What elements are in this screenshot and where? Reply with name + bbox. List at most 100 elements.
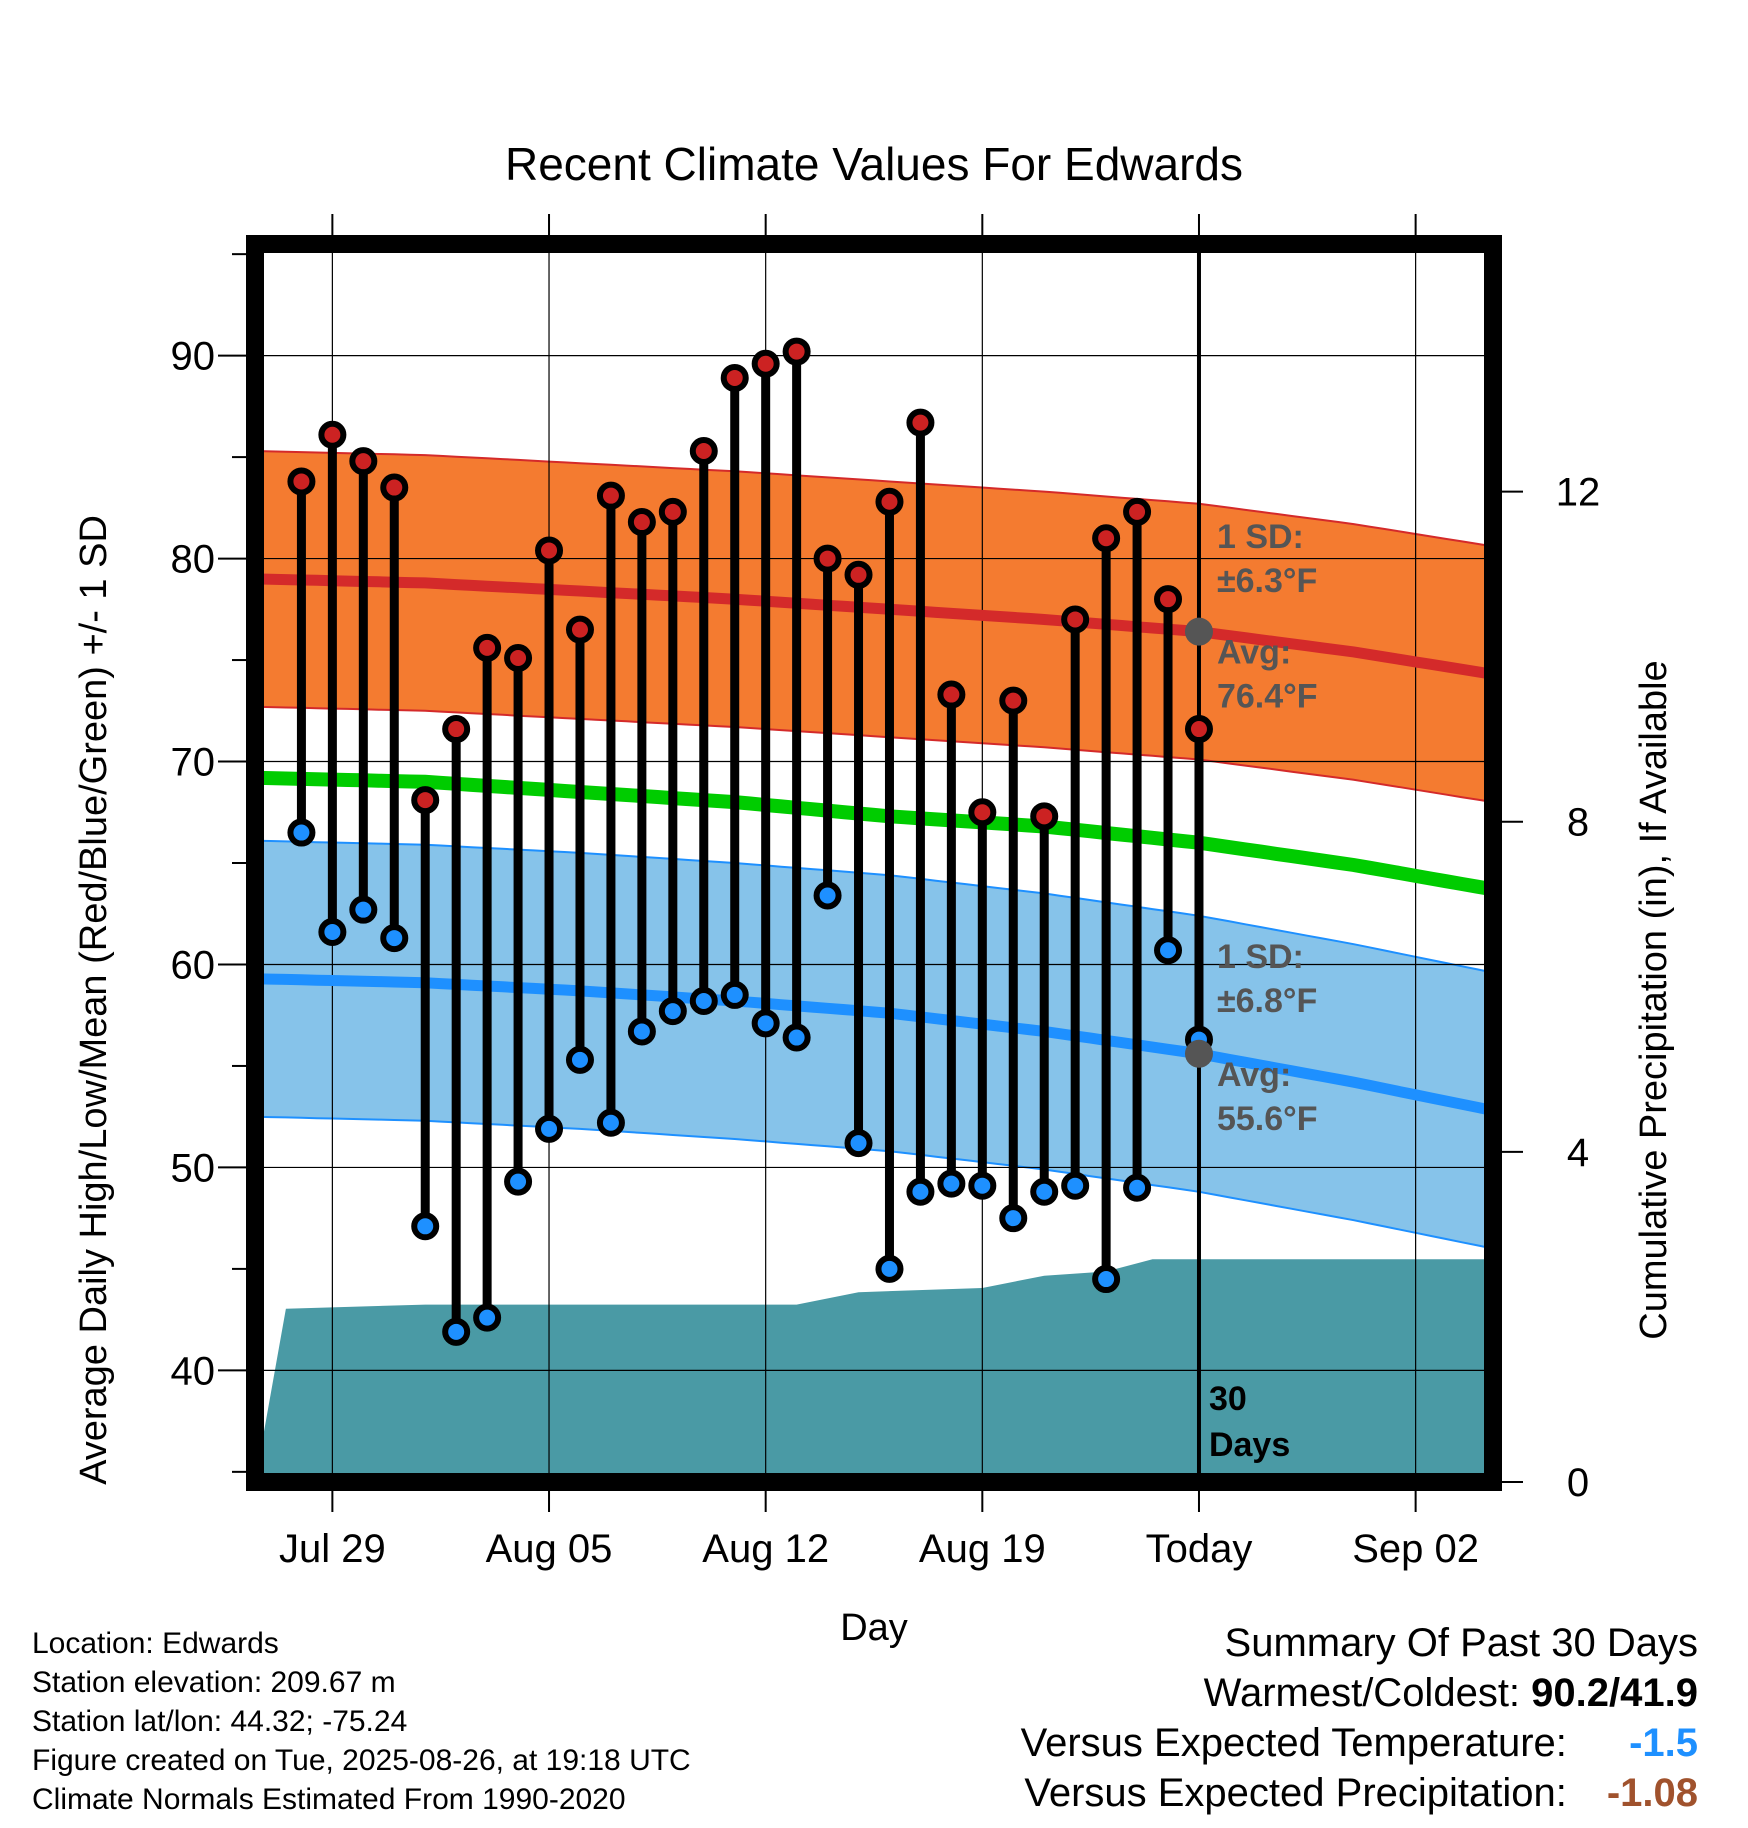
- daily-high-point: [906, 408, 935, 437]
- y-tick-label: 50: [171, 1146, 216, 1190]
- daily-low-point: [535, 1114, 564, 1143]
- high-avg-line: [255, 573, 1493, 680]
- x-tick-label: Jul 29: [279, 1527, 386, 1571]
- low-sd-band: [255, 839, 1493, 1250]
- daily-low-point: [1030, 1177, 1059, 1206]
- daily-high-point: [689, 437, 718, 466]
- low-avg-line: [255, 973, 1493, 1116]
- low-avg-value: 55.6°F: [1217, 1100, 1318, 1138]
- daily-low-point: [689, 987, 718, 1016]
- daily-low-point: [937, 1169, 966, 1198]
- high-avg-title: Avg:: [1217, 634, 1291, 672]
- today-high-avg-marker: [1184, 617, 1213, 646]
- daily-low-point: [720, 980, 749, 1009]
- x-tick-label: Aug 12: [702, 1527, 829, 1571]
- daily-low-point: [596, 1108, 625, 1137]
- daily-high-point: [318, 420, 347, 449]
- daily-high-point: [875, 487, 904, 516]
- window-unit: Days: [1209, 1426, 1290, 1464]
- x-tick-label: Aug 05: [486, 1527, 613, 1571]
- y-tick-label: 80: [171, 538, 216, 582]
- daily-high-point: [504, 644, 533, 673]
- daily-high-point: [1154, 585, 1183, 614]
- y-tick-label: 90: [171, 335, 216, 379]
- daily-high-point: [1061, 605, 1090, 634]
- daily-high-point: [1092, 524, 1121, 553]
- daily-high-point: [535, 536, 564, 565]
- x-tick-label: Today: [1146, 1527, 1253, 1571]
- daily-high-point: [473, 633, 502, 662]
- plot-clip-group: 1 SD: ±6.3°F Avg: 76.4°F 1 SD: ±6.8°F Avg: 55.6…: [255, 244, 1493, 1482]
- high-avg-value: 76.4°F: [1217, 678, 1318, 716]
- station-location: Location: Edwards: [32, 1627, 279, 1660]
- daily-low-point: [411, 1212, 440, 1241]
- daily-high-point: [720, 363, 749, 392]
- plot-frame: [246, 235, 1502, 1491]
- daily-low-point: [473, 1303, 502, 1332]
- daily-high-point: [937, 680, 966, 709]
- y-tick-label: 70: [171, 741, 216, 785]
- daily-high-point: [1123, 497, 1152, 526]
- daily-low-point: [349, 895, 378, 924]
- y-tick-label: 60: [171, 943, 216, 987]
- daily-low-point: [318, 918, 347, 947]
- low-avg-title: Avg:: [1217, 1056, 1291, 1094]
- figure-created: Figure created on Tue, 2025-08-26, at 19…: [32, 1744, 691, 1777]
- daily-low-point: [1123, 1173, 1152, 1202]
- station-latlon: Station lat/lon: 44.32; -75.24: [32, 1705, 408, 1738]
- summary-title: Summary Of Past 30 Days: [1224, 1621, 1698, 1665]
- daily-low-point: [1154, 936, 1183, 965]
- summary-warm-cold: Warmest/Coldest: 90.2/41.9: [1021, 1668, 1698, 1718]
- daily-high-point: [751, 349, 780, 378]
- summary-precip: Versus Expected Precipitation: -1.08: [1021, 1768, 1698, 1818]
- daily-low-point: [1061, 1171, 1090, 1200]
- daily-high-point: [1030, 802, 1059, 831]
- daily-low-point: [875, 1254, 904, 1283]
- daily-low-point: [504, 1167, 533, 1196]
- mean-line: [255, 770, 1493, 897]
- y2-tick-label: 12: [1556, 471, 1601, 515]
- high-sd-band: [255, 449, 1493, 804]
- y2-tick-label: 8: [1567, 801, 1589, 845]
- temp-diff-label: Versus Expected Temperature:: [1020, 1721, 1567, 1765]
- daily-high-point: [1184, 715, 1213, 744]
- station-elevation: Station elevation: 209.67 m: [32, 1666, 396, 1699]
- daily-high-point: [999, 686, 1028, 715]
- warm-cold-label: Warmest/Coldest:: [1203, 1671, 1521, 1715]
- plot-area: 1 SD: ±6.3°F Avg: 76.4°F 1 SD: ±6.8°F Avg: 55.6…: [171, 214, 1601, 1571]
- daily-high-point: [627, 508, 656, 537]
- daily-high-point: [565, 615, 594, 644]
- daily-low-point: [565, 1045, 594, 1074]
- high-sd-title: 1 SD:: [1217, 518, 1304, 556]
- daily-low-point: [999, 1204, 1028, 1233]
- daily-low-point: [442, 1317, 471, 1346]
- summary-temp: Versus Expected Temperature: -1.5: [1021, 1718, 1698, 1768]
- summary-panel: Summary Of Past 30 Days Warmest/Coldest:…: [1021, 1618, 1698, 1818]
- daily-high-point: [442, 715, 471, 744]
- station-info: Location: Edwards Station elevation: 209…: [32, 1624, 691, 1819]
- daily-high-point: [658, 497, 687, 526]
- daily-low-point: [751, 1009, 780, 1038]
- daily-high-point: [287, 467, 316, 496]
- low-sd-value: ±6.8°F: [1217, 982, 1317, 1020]
- daily-high-point: [349, 447, 378, 476]
- daily-high-point: [380, 473, 409, 502]
- y2-tick-label: 0: [1567, 1461, 1589, 1505]
- x-tick-label: Sep 02: [1352, 1527, 1479, 1571]
- daily-low-point: [380, 924, 409, 953]
- today-low-avg-marker: [1184, 1039, 1213, 1068]
- daily-low-point: [627, 1017, 656, 1046]
- daily-low-point: [782, 1023, 811, 1052]
- daily-high-point: [844, 560, 873, 589]
- daily-high-point: [411, 786, 440, 815]
- window-count: 30: [1209, 1380, 1247, 1418]
- y2-axis-label: Cumulative Precipitation (in), If Availa…: [1633, 660, 1675, 1339]
- chart-title: Recent Climate Values For Edwards: [505, 138, 1243, 190]
- precip-diff-label: Versus Expected Precipitation:: [1024, 1771, 1567, 1815]
- daily-low-point: [906, 1177, 935, 1206]
- warm-cold-value: 90.2/41.9: [1531, 1671, 1698, 1715]
- daily-high-point: [782, 337, 811, 366]
- daily-low-point: [813, 881, 842, 910]
- x-tick-label: Aug 19: [919, 1527, 1046, 1571]
